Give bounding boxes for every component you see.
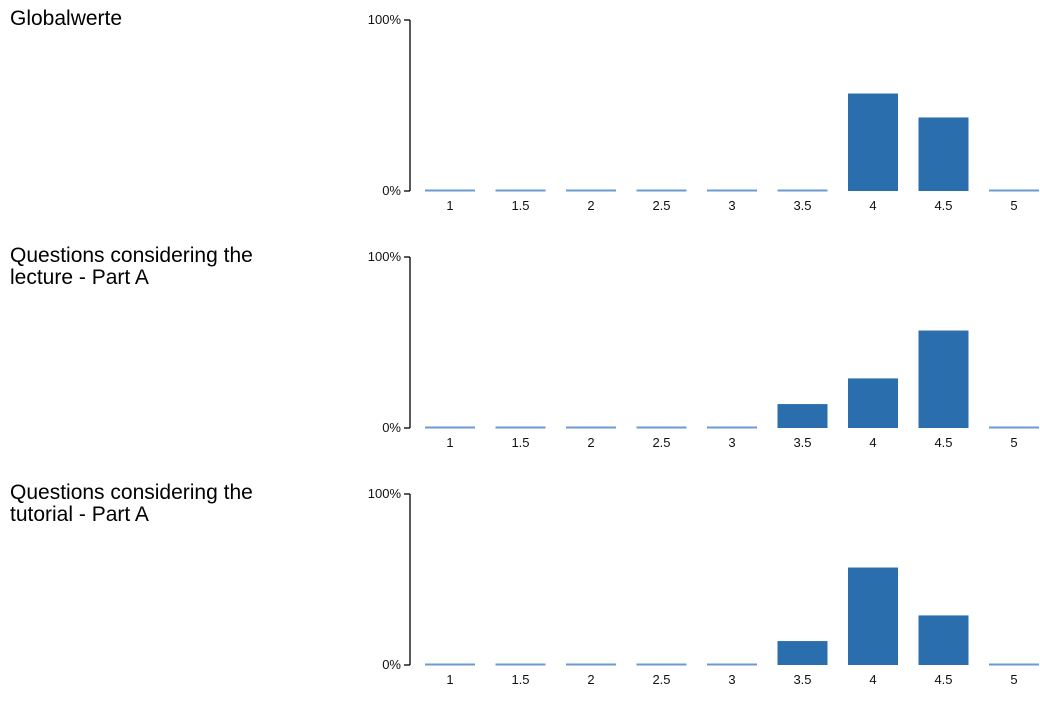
x-tick-label: 2.5: [652, 435, 670, 450]
x-tick-label: 1.5: [511, 672, 529, 687]
bar: [848, 378, 898, 428]
bar: [848, 567, 898, 665]
bar: [777, 641, 828, 665]
y-tick-label: 100%: [368, 486, 402, 501]
bar: [918, 330, 969, 428]
bar: [707, 189, 757, 192]
chart-title: Globalwerte: [10, 7, 123, 30]
x-tick-label: 1: [446, 198, 453, 213]
bar: [707, 663, 757, 666]
y-tick-label: 0%: [382, 657, 401, 672]
chart-title: Questions considering the lecture - Part…: [10, 244, 253, 289]
bar: [989, 426, 1039, 429]
x-tick-label: 1.5: [511, 435, 529, 450]
x-tick-label: 3: [728, 198, 735, 213]
x-tick-label: 2.5: [652, 672, 670, 687]
x-tick-label: 4.5: [934, 435, 952, 450]
y-tick-label: 100%: [368, 249, 402, 264]
bar: [495, 189, 546, 192]
bar: [636, 426, 687, 429]
x-tick-label: 3: [728, 672, 735, 687]
x-tick-label: 4: [869, 672, 876, 687]
bar: [495, 426, 546, 429]
bar: [848, 93, 898, 191]
y-tick-label: 0%: [382, 420, 401, 435]
x-tick-label: 1: [446, 672, 453, 687]
x-tick-label: 5: [1010, 198, 1017, 213]
bar: [989, 663, 1039, 666]
x-tick-label: 5: [1010, 435, 1017, 450]
bar: [777, 189, 828, 192]
x-tick-label: 2: [587, 435, 594, 450]
x-tick-label: 3: [728, 435, 735, 450]
bar: [566, 189, 616, 192]
y-tick-label: 0%: [382, 183, 401, 198]
x-tick-label: 3.5: [793, 198, 811, 213]
x-tick-label: 2: [587, 198, 594, 213]
x-tick-label: 4: [869, 435, 876, 450]
bar: [989, 189, 1039, 192]
bar: [777, 404, 828, 428]
x-tick-label: 3.5: [793, 435, 811, 450]
x-tick-label: 3.5: [793, 672, 811, 687]
x-tick-label: 2: [587, 672, 594, 687]
bar-chart-globalwerte: 0% 100% 1 1.5 2 2.5 3 3.5 4 4.5 5: [368, 12, 1039, 213]
bar: [918, 117, 969, 191]
bar: [636, 663, 687, 666]
bar: [918, 615, 969, 665]
x-tick-label: 1: [446, 435, 453, 450]
bar: [707, 426, 757, 429]
bar: [425, 663, 475, 666]
y-tick-label: 100%: [368, 12, 402, 27]
bar: [566, 663, 616, 666]
chart-section-lecture: Questions considering the lecture - Part…: [0, 237, 1040, 473]
chart-title: Questions considering the tutorial - Par…: [10, 481, 253, 526]
chart-section-globalwerte: Globalwerte 0% 100% 1 1.5 2 2.5 3 3.5 4 4.5 5: [0, 0, 1040, 236]
x-tick-label: 2.5: [652, 198, 670, 213]
x-tick-label: 5: [1010, 672, 1017, 687]
x-tick-label: 4.5: [934, 198, 952, 213]
bar: [425, 189, 475, 192]
bar: [495, 663, 546, 666]
bar: [425, 426, 475, 429]
x-tick-label: 1.5: [511, 198, 529, 213]
x-tick-label: 4.5: [934, 672, 952, 687]
bar-chart-tutorial: 0% 100% 1 1.5 2 2.5 3 3.5 4 4.5 5: [368, 486, 1039, 687]
bar: [636, 189, 687, 192]
bar: [566, 426, 616, 429]
chart-section-tutorial: Questions considering the tutorial - Par…: [0, 474, 1040, 710]
bar-chart-lecture: 0% 100% 1 1.5 2 2.5 3 3.5 4 4.5 5: [368, 249, 1039, 450]
x-tick-label: 4: [869, 198, 876, 213]
